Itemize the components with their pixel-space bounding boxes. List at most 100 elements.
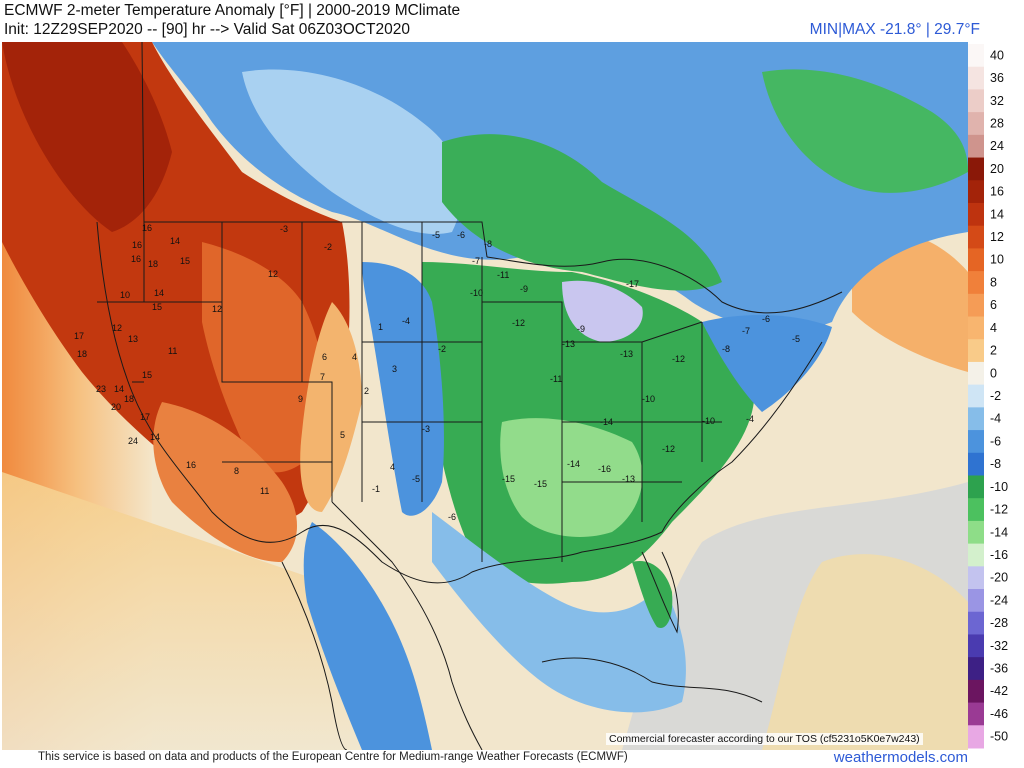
mexico-blue-region bbox=[303, 522, 432, 750]
colorbar-swatch bbox=[968, 134, 984, 159]
plains-light-warm bbox=[300, 302, 362, 512]
anomaly-label: 5 bbox=[340, 430, 345, 440]
colorbar-swatch bbox=[968, 702, 984, 726]
anomaly-label: 23 bbox=[96, 384, 106, 394]
anomaly-label: 14 bbox=[114, 384, 124, 394]
anomaly-label: -17 bbox=[626, 279, 639, 289]
colorbar-swatch bbox=[968, 339, 984, 363]
anomaly-label: 14 bbox=[170, 236, 180, 246]
anomaly-label: -7 bbox=[472, 256, 480, 266]
colorbar-label: -50 bbox=[990, 730, 1008, 744]
colorbar-label: 14 bbox=[990, 207, 1004, 221]
anomaly-label: -16 bbox=[598, 464, 611, 474]
min-max-readout: MIN|MAX -21.8° | 29.7°F bbox=[809, 21, 980, 38]
anomaly-label: -13 bbox=[620, 349, 633, 359]
anomaly-label: -15 bbox=[502, 474, 515, 484]
anomaly-label: 18 bbox=[77, 349, 87, 359]
quebec-green-region bbox=[762, 69, 968, 193]
anomaly-label: -1 bbox=[372, 484, 380, 494]
colorbar-swatch bbox=[968, 66, 984, 90]
colorbar-label: -20 bbox=[990, 571, 1008, 585]
colorbar-label: -32 bbox=[990, 639, 1008, 653]
anomaly-label: 17 bbox=[140, 412, 150, 422]
anomaly-label: -3 bbox=[422, 424, 430, 434]
anomaly-label: 4 bbox=[390, 462, 395, 472]
anomaly-label: 12 bbox=[268, 269, 278, 279]
colorbar-label: 36 bbox=[990, 71, 1004, 85]
anomaly-label: -4 bbox=[746, 414, 754, 424]
anomaly-label: 17 bbox=[74, 331, 84, 341]
colorbar-label: -8 bbox=[990, 457, 1001, 471]
colorbar-label: 0 bbox=[990, 366, 997, 380]
anomaly-label: 14 bbox=[154, 288, 164, 298]
anomaly-label: -5 bbox=[792, 334, 800, 344]
colorbar-label: -24 bbox=[990, 593, 1008, 607]
colorbar-label: 24 bbox=[990, 139, 1004, 153]
anomaly-label: 7 bbox=[320, 372, 325, 382]
anomaly-label: -6 bbox=[457, 230, 465, 240]
florida-green bbox=[632, 561, 673, 628]
atlantic-warm-patch bbox=[762, 554, 968, 750]
colorbar-swatch bbox=[968, 520, 984, 545]
colorbar-label: -28 bbox=[990, 616, 1008, 630]
colorbar-label: 28 bbox=[990, 116, 1004, 130]
anomaly-label: 12 bbox=[212, 304, 222, 314]
anomaly-label: -11 bbox=[550, 374, 562, 384]
weathermodels-link[interactable]: weathermodels.com bbox=[833, 749, 968, 766]
canada-light-blue bbox=[242, 69, 462, 234]
anomaly-label: -14 bbox=[567, 459, 580, 469]
anomaly-labels-group: 16 14 16 18 15 16 14 15 10 12 17 18 15 1… bbox=[74, 223, 800, 522]
colorbar-swatch bbox=[968, 725, 984, 749]
anomaly-label: 10 bbox=[120, 290, 130, 300]
anomaly-label: 18 bbox=[124, 394, 134, 404]
colorbar-label: -36 bbox=[990, 662, 1008, 676]
anomaly-label: 14 bbox=[150, 432, 160, 442]
colorbar-label: -46 bbox=[990, 707, 1008, 721]
colorbar-swatch bbox=[968, 180, 984, 204]
pacific-northwest-hot bbox=[2, 42, 172, 232]
anomaly-label: 12 bbox=[112, 323, 122, 333]
gulf-blue-region bbox=[432, 512, 686, 713]
anomaly-label: -14 bbox=[600, 417, 613, 427]
anomaly-label: -15 bbox=[534, 479, 547, 489]
colorbar-swatch bbox=[968, 475, 984, 499]
anomaly-label: -13 bbox=[562, 339, 575, 349]
plains-blue-band bbox=[362, 262, 444, 516]
anomaly-label: 13 bbox=[128, 334, 138, 344]
colorbar-label: 12 bbox=[990, 230, 1004, 244]
anomaly-label: -3 bbox=[280, 224, 288, 234]
anomaly-label: 16 bbox=[132, 240, 142, 250]
anomaly-label: 16 bbox=[131, 254, 141, 264]
rockies-moderate-warm bbox=[202, 242, 326, 473]
colorbar-swatch bbox=[968, 407, 984, 431]
colorbar-label: -6 bbox=[990, 434, 1001, 448]
color-scale-legend: 4036322824201614121086420-2-4-6-8-10-12-… bbox=[968, 44, 1008, 749]
colorbar-label: 32 bbox=[990, 94, 1004, 108]
colorbar-swatch bbox=[968, 679, 984, 704]
anomaly-label: -12 bbox=[672, 354, 685, 364]
southwest-ocean bbox=[2, 472, 422, 750]
colorbar-label: 4 bbox=[990, 321, 997, 335]
colorbar-swatch bbox=[968, 316, 984, 340]
political-boundaries bbox=[96, 42, 843, 750]
anomaly-label: -12 bbox=[662, 444, 675, 454]
anomaly-label: -10 bbox=[642, 394, 655, 404]
colorbar-swatch bbox=[968, 657, 984, 681]
anomaly-label: -9 bbox=[577, 324, 585, 334]
great-lakes-core bbox=[562, 280, 643, 342]
anomaly-label: -6 bbox=[762, 314, 770, 324]
colorbar-label: -10 bbox=[990, 480, 1008, 494]
anomaly-label: 16 bbox=[186, 460, 196, 470]
anomaly-label: -11 bbox=[497, 270, 509, 280]
anomaly-label: 16 bbox=[142, 223, 152, 233]
anomaly-label: 18 bbox=[148, 259, 158, 269]
colorbar-swatch bbox=[968, 225, 984, 249]
anomaly-label: 8 bbox=[234, 466, 239, 476]
colorbar-swatch bbox=[968, 384, 984, 408]
colorbar-label: 40 bbox=[990, 48, 1004, 62]
anomaly-label: 3 bbox=[392, 364, 397, 374]
colorbar-label: 6 bbox=[990, 298, 997, 312]
anomaly-label: -9 bbox=[520, 284, 528, 294]
temperature-anomaly-map: 16 14 16 18 15 16 14 15 10 12 17 18 15 1… bbox=[2, 42, 968, 750]
colorbar-swatch bbox=[968, 498, 984, 522]
